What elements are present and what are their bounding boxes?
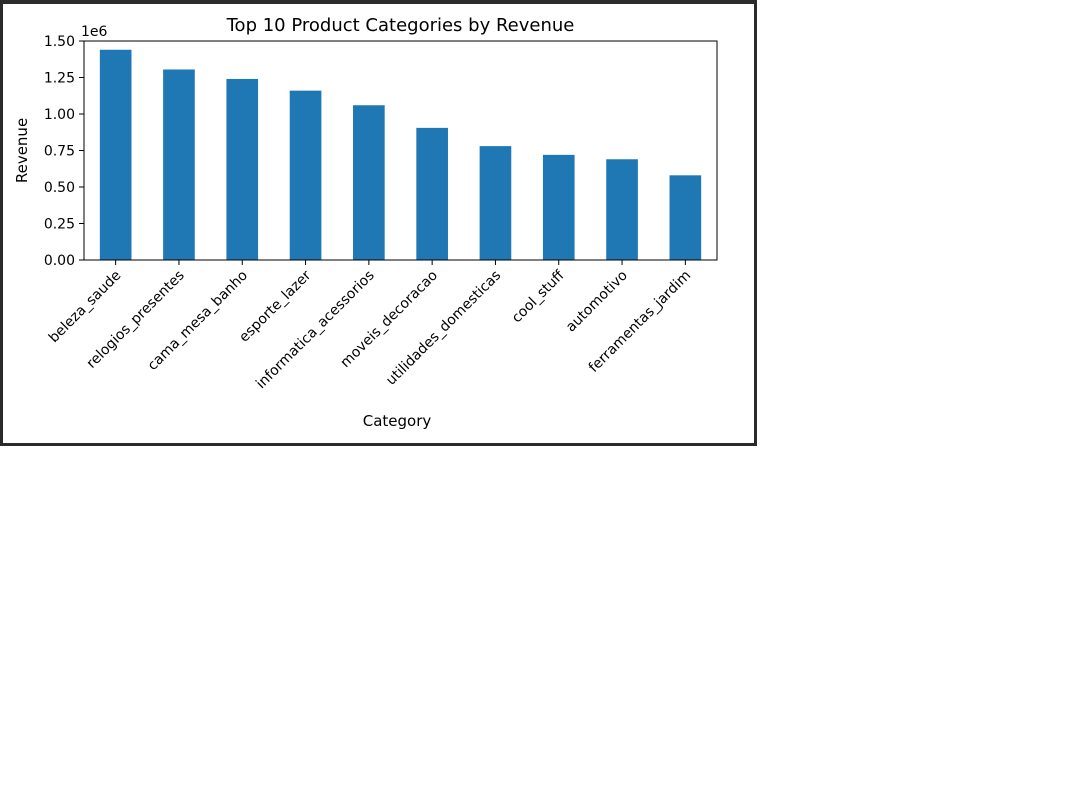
chart-title: Top 10 Product Categories by Revenue xyxy=(226,15,575,36)
y-tick-label: 0.75 xyxy=(44,144,75,160)
bar-relogios_presentes xyxy=(163,69,195,260)
y-axis-label: Revenue xyxy=(13,118,31,183)
x-axis-label: Category xyxy=(363,412,432,430)
y-axis-offset-text: 1e6 xyxy=(81,24,108,40)
bar-cama_mesa_banho xyxy=(226,78,259,261)
x-tick-label: cool_stuff xyxy=(509,267,568,326)
x-tick-label: utilidades_domesticas xyxy=(383,268,504,389)
bar-automotivo xyxy=(606,159,638,260)
bar-utilidades_domesticas xyxy=(479,146,512,260)
y-tick-label: 1.00 xyxy=(44,107,75,123)
bar-moveis_decoracao xyxy=(416,127,448,261)
bar-informatica_acessorios xyxy=(353,105,385,261)
chart-frame: Top 10 Product Categories by Revenue 1e6… xyxy=(0,0,757,446)
x-tick-label: informatica_acessorios xyxy=(253,268,378,393)
bar-cool_stuff xyxy=(542,154,575,260)
bar-ferramentas_jardim xyxy=(669,175,702,260)
x-tick-label: automotivo xyxy=(563,268,631,336)
plot-area-frame xyxy=(83,40,718,261)
bar-beleza_saude xyxy=(99,49,132,261)
y-tick-label: 0.00 xyxy=(44,253,75,269)
y-tick-label: 0.25 xyxy=(44,217,75,233)
y-tick-label: 1.50 xyxy=(44,34,75,50)
bar-chart: Top 10 Product Categories by Revenue 1e6… xyxy=(13,15,718,430)
y-axis-ticks: 0.00 0.25 0.50 0.75 1.00 1.25 1.50 xyxy=(44,34,84,269)
bars-group xyxy=(99,49,702,261)
y-tick-label: 1.25 xyxy=(44,71,75,87)
x-axis-ticks: beleza_sauderelogios_presentescama_mesa_… xyxy=(46,260,694,392)
y-tick-label: 0.50 xyxy=(44,180,75,196)
bar-esporte_lazer xyxy=(289,90,322,260)
